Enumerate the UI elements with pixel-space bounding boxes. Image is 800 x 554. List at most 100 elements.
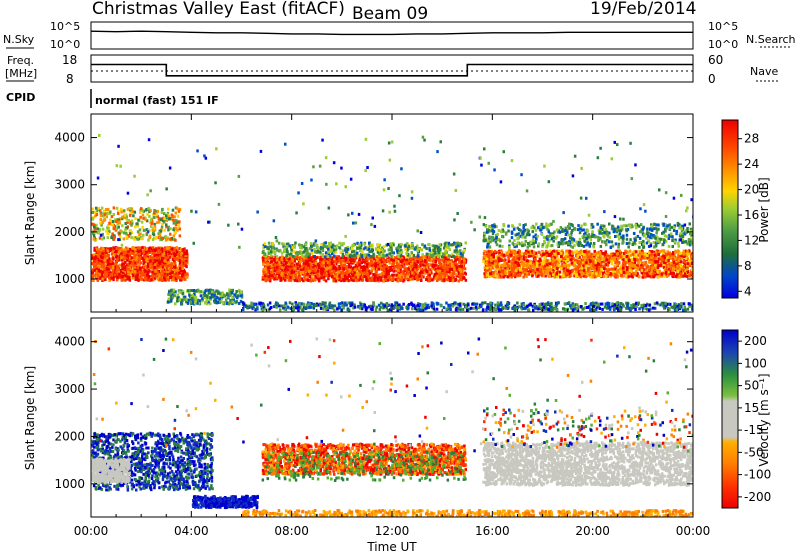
heatmap-cell xyxy=(459,273,462,277)
heatmap-cell xyxy=(158,274,161,278)
heatmap-cell xyxy=(337,258,340,262)
heatmap-cell xyxy=(143,260,146,264)
heatmap-cell xyxy=(92,263,96,266)
heatmap-cell xyxy=(397,255,400,258)
heatmap-cell xyxy=(691,268,693,272)
heatmap-cell xyxy=(130,236,133,240)
heatmap-cell xyxy=(392,269,396,273)
heatmap-cell xyxy=(115,206,119,210)
heatmap-cell xyxy=(302,245,306,249)
heatmap-cell xyxy=(428,276,431,280)
heatmap-cell xyxy=(100,273,104,277)
heatmap-cell xyxy=(341,249,345,253)
noise-right-tick-top: 10^5 xyxy=(708,20,738,33)
heatmap-cell xyxy=(389,248,392,252)
heatmap-cell xyxy=(164,238,168,242)
heatmap-cell xyxy=(112,278,115,282)
heatmap-cell xyxy=(299,271,302,275)
heatmap-cell xyxy=(101,221,104,224)
heatmap-cell xyxy=(344,247,347,251)
heatmap-cell xyxy=(292,249,295,253)
heatmap-cell xyxy=(535,254,538,258)
heatmap-cell xyxy=(613,258,616,262)
heatmap-cell xyxy=(175,219,178,223)
heatmap-cell xyxy=(349,259,353,263)
heatmap-cell xyxy=(109,247,112,251)
heatmap-cell xyxy=(101,227,105,231)
heatmap-cell xyxy=(138,251,141,255)
heatmap-cell xyxy=(148,249,151,253)
heatmap-cell xyxy=(127,218,130,222)
heatmap-cell xyxy=(141,213,145,217)
heatmap-cell xyxy=(117,210,120,214)
heatmap-cell xyxy=(117,251,120,255)
heatmap-cell xyxy=(159,255,162,259)
heatmap-cell xyxy=(644,260,647,264)
heatmap-cell xyxy=(295,255,298,259)
heatmap-cell xyxy=(339,259,343,262)
heatmap-cell xyxy=(428,248,431,252)
heatmap-cell xyxy=(384,278,387,282)
heatmap-cell xyxy=(168,251,171,255)
heatmap-cell xyxy=(178,227,181,231)
heatmap-cell xyxy=(153,265,156,269)
heatmap-cell xyxy=(504,251,508,255)
heatmap-cell xyxy=(176,214,180,218)
heatmap-cell xyxy=(442,271,446,275)
heatmap-cell xyxy=(290,255,293,259)
heatmap-cell xyxy=(408,266,412,270)
heatmap-cell xyxy=(303,271,306,275)
heatmap-cell xyxy=(97,206,100,210)
heatmap-cell xyxy=(128,270,131,274)
heatmap-cell xyxy=(385,259,388,263)
heatmap-cell xyxy=(577,262,580,266)
heatmap-cell xyxy=(405,258,408,262)
heatmap-cell xyxy=(453,265,457,269)
heatmap-cell xyxy=(621,263,625,267)
heatmap-cell xyxy=(178,259,182,263)
heatmap-cell xyxy=(342,278,345,282)
heatmap-cell xyxy=(158,262,162,265)
heatmap-cell xyxy=(169,227,172,231)
heatmap-cell xyxy=(662,263,666,267)
heatmap-cell xyxy=(138,211,142,215)
heatmap-cell xyxy=(415,275,418,279)
heatmap-cell xyxy=(173,268,176,272)
heatmap-cell xyxy=(119,251,122,255)
heatmap-cell xyxy=(273,269,276,273)
heatmap-cell xyxy=(264,269,268,273)
heatmap-cell xyxy=(120,210,123,214)
heatmap-cell xyxy=(396,262,399,266)
heatmap-cell xyxy=(649,260,652,264)
heatmap-cell xyxy=(284,265,288,269)
heatmap-cell xyxy=(99,275,103,279)
heatmap-cell xyxy=(419,264,422,268)
heatmap-cell xyxy=(366,262,369,266)
heatmap-cell xyxy=(142,233,145,237)
heatmap-cell xyxy=(355,278,359,282)
heatmap-cell xyxy=(401,270,404,274)
heatmap-cell xyxy=(391,273,394,277)
heatmap-cell xyxy=(286,262,290,266)
heatmap-cell xyxy=(424,268,428,272)
heatmap-cell xyxy=(544,249,548,253)
heatmap-cell xyxy=(444,260,448,264)
heatmap-cell xyxy=(346,247,350,251)
heatmap-cell xyxy=(156,214,160,218)
heatmap-cell xyxy=(290,271,294,275)
heatmap-cell xyxy=(95,223,98,227)
heatmap-cell xyxy=(160,261,163,265)
heatmap-cell xyxy=(285,250,289,254)
heatmap-cell xyxy=(611,252,615,256)
heatmap-cell xyxy=(286,276,289,279)
heatmap-cell xyxy=(363,242,366,246)
heatmap-cell xyxy=(376,273,379,277)
heatmap-cell xyxy=(653,273,656,277)
heatmap-cell xyxy=(385,243,388,247)
heatmap-cell xyxy=(659,261,663,265)
heatmap-cell xyxy=(113,235,116,239)
heatmap-cell xyxy=(277,241,281,245)
heatmap-cell xyxy=(350,250,354,254)
heatmap-cell xyxy=(334,279,338,283)
